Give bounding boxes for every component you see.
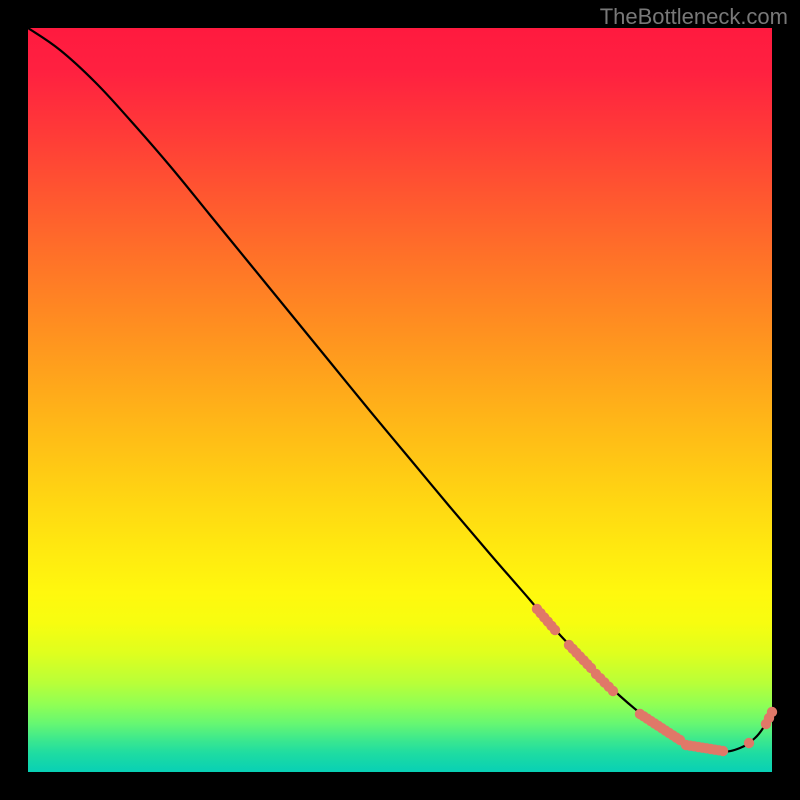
marker-dot <box>744 738 754 748</box>
marker-dot <box>767 707 777 717</box>
watermark-text: TheBottleneck.com <box>600 4 788 30</box>
chart-container: { "watermark": { "text": "TheBottleneck.… <box>0 0 800 800</box>
marker-dot <box>550 625 560 635</box>
marker-dot <box>718 746 728 756</box>
gradient-plot-area <box>28 28 772 772</box>
marker-dot <box>608 686 618 696</box>
chart-svg <box>0 0 800 800</box>
